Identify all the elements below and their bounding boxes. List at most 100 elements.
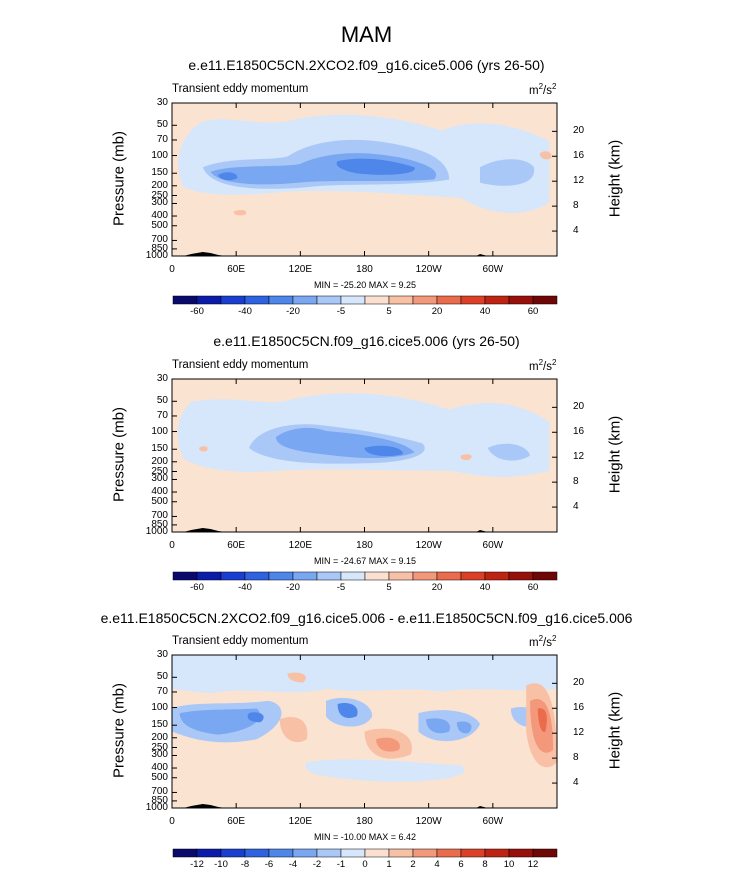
colorbar-label: 4 <box>434 859 440 870</box>
colorbar-swatch <box>172 295 198 305</box>
colorbar-swatch <box>436 571 462 581</box>
colorbar-label: -60 <box>190 582 204 593</box>
x-tick-label: 60E <box>227 816 246 827</box>
colorbar-swatch <box>508 848 534 858</box>
right-tick-label: 4 <box>573 501 579 513</box>
panel-units: m2/s2 <box>529 358 556 373</box>
y-tick-label: 200 <box>151 179 168 191</box>
contour-region <box>539 151 552 160</box>
right-tick-label: 4 <box>573 777 579 789</box>
x-tick-label: 120E <box>288 816 312 827</box>
colorbar-label: 6 <box>458 859 464 870</box>
unit-exp1: 2 <box>538 82 544 91</box>
contour-region <box>199 446 208 452</box>
y-tick-label: 1000 <box>145 250 168 261</box>
colorbar-swatch <box>172 848 198 858</box>
colorbar-swatch <box>484 848 510 858</box>
contour-region <box>376 737 400 752</box>
colorbar-label: 10 <box>503 859 515 870</box>
x-tick-label: 60E <box>227 540 246 551</box>
colorbar-swatch <box>220 848 246 858</box>
colorbar-swatch <box>292 571 318 581</box>
y-tick-label: 150 <box>151 167 168 179</box>
right-tick-label: 8 <box>573 752 579 764</box>
colorbar-label: -20 <box>286 306 300 317</box>
colorbar-label: -2 <box>312 859 322 870</box>
unit-base: m <box>529 360 539 373</box>
y-tick-label: 150 <box>151 443 168 455</box>
contour-region <box>305 759 465 782</box>
x-tick-label: 180 <box>356 816 373 827</box>
colorbar-swatch <box>172 571 198 581</box>
unit-exp2: 2 <box>552 634 557 643</box>
panel-field-label: Transient eddy momentum <box>172 359 309 371</box>
colorbar-swatch <box>460 571 486 581</box>
colorbar-label: 0 <box>362 859 368 870</box>
colorbar-swatch <box>220 295 246 305</box>
y-tick-label: 400 <box>151 486 168 498</box>
colorbar-label: 60 <box>527 306 539 317</box>
unit-base: m <box>529 84 539 97</box>
unit-sep: /s <box>543 360 552 373</box>
y-tick-label: 70 <box>156 133 168 145</box>
right-tick-label: 20 <box>573 125 585 137</box>
colorbar-swatch <box>244 295 270 305</box>
colorbar-swatch <box>196 848 222 858</box>
y-tick-label: 850 <box>151 242 168 254</box>
y-tick-label: 700 <box>151 786 168 798</box>
unit-base: m <box>529 636 539 649</box>
unit-sep: /s <box>543 84 552 97</box>
x-tick-label: 60E <box>227 264 246 275</box>
x-tick-label: 120W <box>415 540 442 551</box>
unit-exp1: 2 <box>538 358 544 367</box>
colorbar-label: 2 <box>410 859 416 870</box>
contour-region <box>287 672 306 683</box>
colorbar-swatch <box>412 295 438 305</box>
colorbar-swatch <box>388 295 414 305</box>
colorbar-label: 1 <box>386 859 392 870</box>
panel-units: m2/s2 <box>529 634 556 649</box>
unit-sep: /s <box>543 636 552 649</box>
right-tick-label: 8 <box>573 476 579 488</box>
panel-field-label: Transient eddy momentum <box>172 635 309 647</box>
contour-region <box>279 716 308 743</box>
right-tick-label: 20 <box>573 677 585 689</box>
colorbar-label: -5 <box>336 306 346 317</box>
y-tick-label: 250 <box>151 741 168 753</box>
colorbar-label: 5 <box>386 306 392 317</box>
y-tick-label: 30 <box>156 97 168 108</box>
y-tick-label: 400 <box>151 210 168 222</box>
contour-region <box>456 721 472 734</box>
contour-region <box>247 712 264 723</box>
colorbar-label: -6 <box>264 859 274 870</box>
colorbar-label: 12 <box>527 859 539 870</box>
colorbar-swatch <box>364 295 390 305</box>
colorbar-swatch <box>244 848 270 858</box>
y-axis-right-label: Height (km) <box>606 691 624 769</box>
colorbar-label: 40 <box>479 582 491 593</box>
colorbar-label: 20 <box>431 306 443 317</box>
panel-title: e.e11.E1850C5CN.2XCO2.f09_g16.cice5.006 … <box>188 57 545 73</box>
right-tick-label: 16 <box>573 426 585 438</box>
y-axis-label: Pressure (mb) <box>110 406 128 502</box>
y-axis-right-label: Height (km) <box>606 415 624 493</box>
y-tick-label: 500 <box>151 771 168 783</box>
colorbar-swatch <box>388 848 414 858</box>
y-tick-label: 150 <box>151 719 168 731</box>
x-tick-label: 120W <box>415 816 442 827</box>
contour-region <box>218 172 238 181</box>
y-tick-label: 850 <box>151 518 168 530</box>
colorbar-swatch <box>532 571 558 581</box>
panel-units: m2/s2 <box>529 82 556 97</box>
colorbar-label: 60 <box>527 582 539 593</box>
colorbar-swatch <box>292 295 318 305</box>
contour-plot <box>171 378 558 533</box>
y-tick-label: 300 <box>151 473 168 485</box>
contour-region <box>233 210 247 216</box>
unit-exp1: 2 <box>538 634 544 643</box>
colorbar-swatch <box>196 571 222 581</box>
colorbar-swatch <box>532 295 558 305</box>
colorbar-swatch <box>340 848 366 858</box>
y-tick-label: 100 <box>151 149 168 161</box>
min-max-label: MIN = -24.67 MAX = 9.15 <box>313 556 417 566</box>
